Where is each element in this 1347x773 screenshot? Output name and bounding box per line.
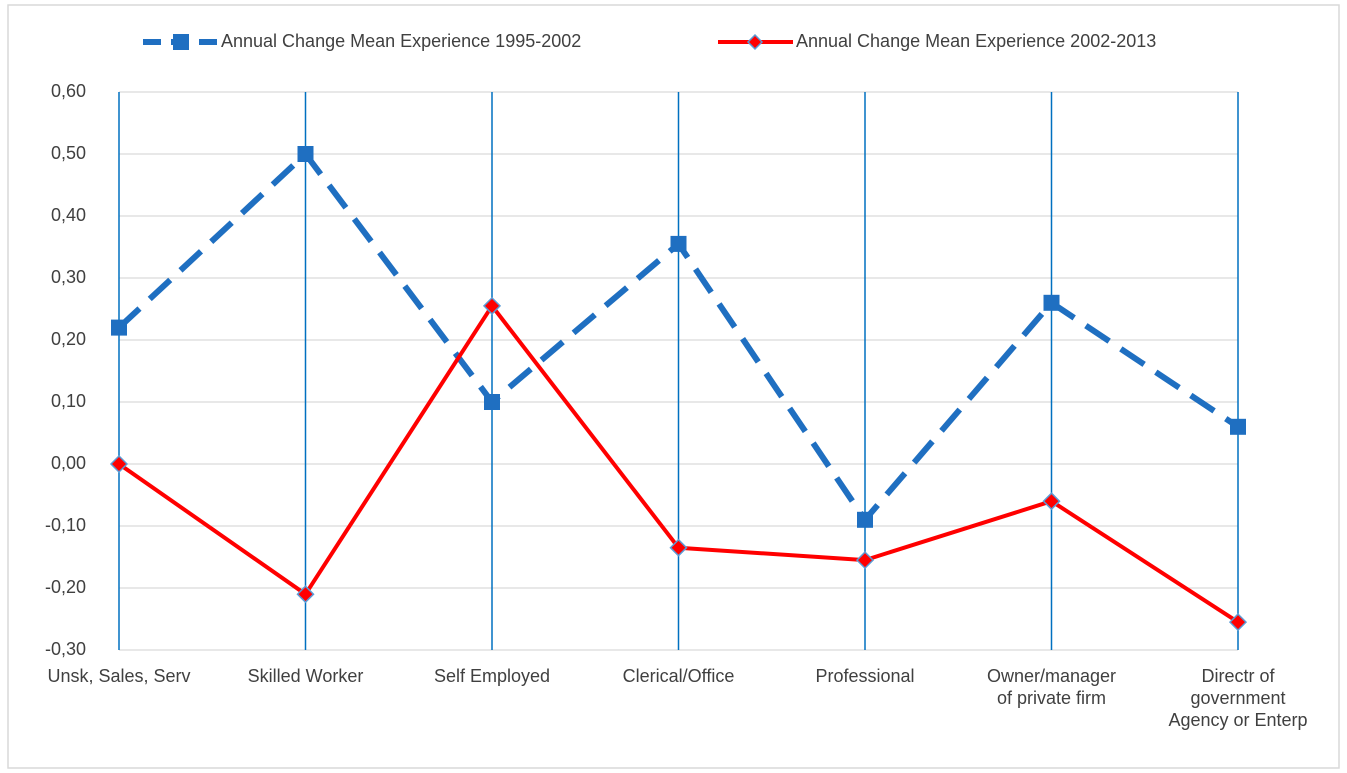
chart-border [7,4,1340,769]
y-tick-label: 0,50 [51,143,86,163]
y-tick-label: 0,60 [51,81,86,101]
y-tick-label: -0,10 [45,515,86,535]
y-tick-label: 0,00 [51,453,86,473]
marker [1230,418,1246,435]
marker [484,394,500,410]
x-tick-label: Professional [815,666,915,686]
marker [669,538,688,557]
y-tick-label: 0,20 [51,329,86,349]
marker [855,551,875,570]
y-tick-label: 0,30 [51,267,86,287]
x-tick-label: Directr of government Agency or Enterp [1168,666,1308,730]
x-tick-label: Skilled Worker [247,666,364,686]
marker [297,146,314,162]
legend-label: Annual Change Mean Experience 2002-2013 [796,31,1156,51]
marker [1228,613,1248,632]
x-tick-label: Unsk, Sales, Serv [47,666,191,686]
marker [109,454,129,474]
marker [1043,294,1060,311]
marker [482,296,502,315]
marker [296,585,315,604]
y-tick-label: -0,30 [45,639,86,659]
y-tick-label: 0,10 [51,391,86,411]
legend-marker [746,33,764,51]
marker [111,319,127,336]
marker [670,235,687,252]
legend-marker [173,34,189,50]
marker [1042,492,1061,511]
marker [857,511,873,528]
x-tick-label: Self Employed [433,666,551,686]
x-tick-label: Owner/manager of private firm [986,666,1117,708]
x-tick-label: Clerical/Office [622,666,735,686]
y-tick-label: -0,20 [45,577,86,597]
legend-label: Annual Change Mean Experience 1995-2002 [221,31,581,51]
y-tick-label: 0,40 [51,205,86,225]
